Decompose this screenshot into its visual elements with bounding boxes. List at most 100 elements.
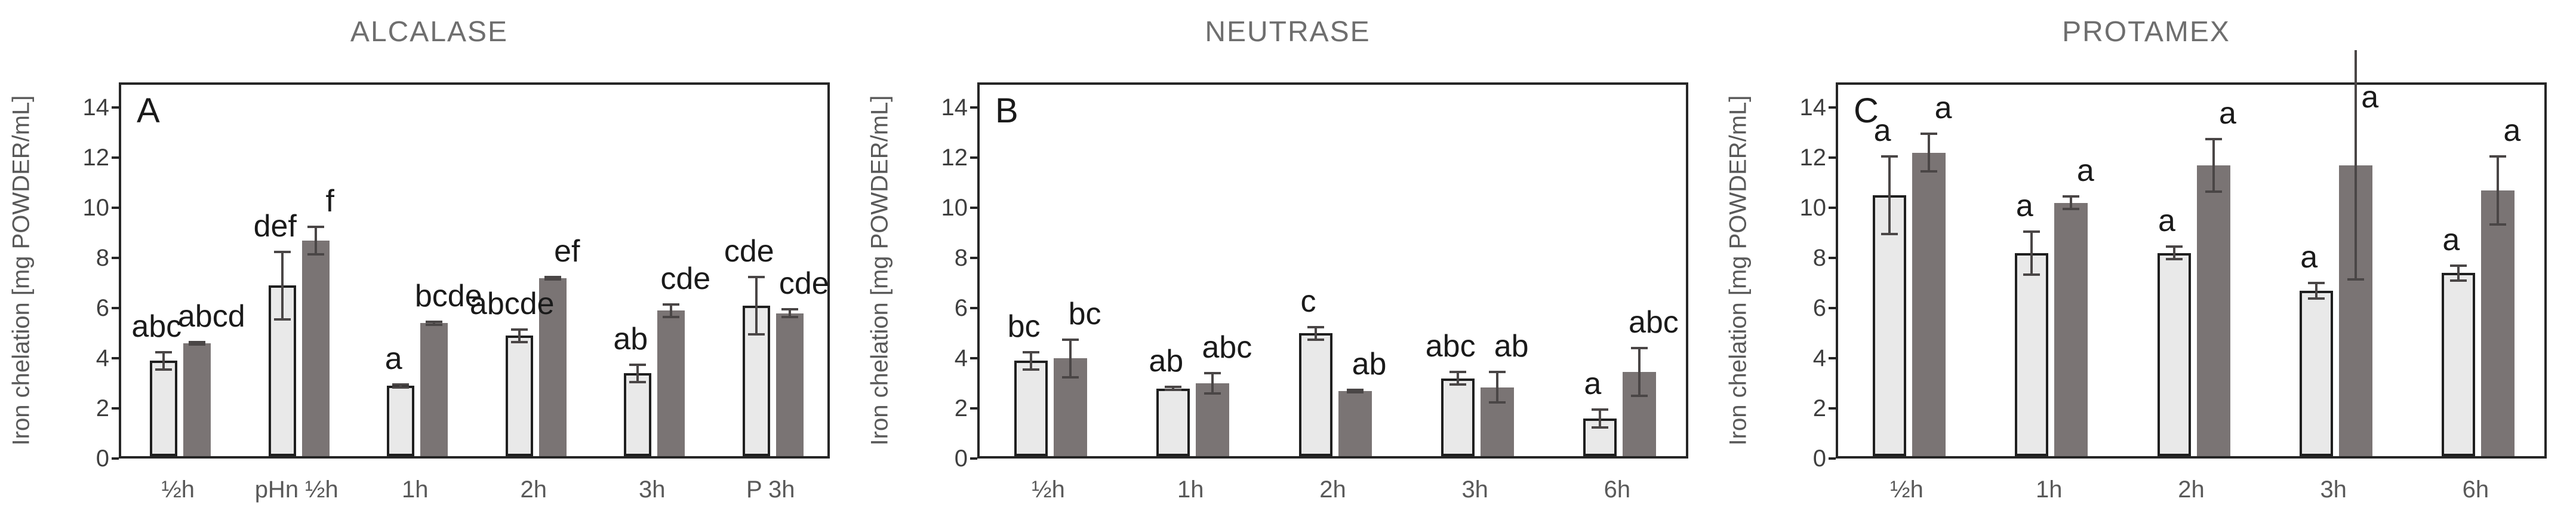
error-bar-cap-top xyxy=(1204,372,1221,375)
error-bar-cap-bottom xyxy=(1307,338,1324,341)
y-tick-mark xyxy=(1829,307,1836,309)
x-category-label: 3h xyxy=(2320,476,2347,503)
significance-label: cde xyxy=(660,261,711,296)
y-tick-mark xyxy=(970,106,977,109)
y-tick-mark xyxy=(1829,156,1836,159)
bar-dark xyxy=(2054,202,2088,456)
error-bar-cap-top xyxy=(747,275,765,278)
y-tick-label: 10 xyxy=(941,195,968,221)
y-tick-label: 14 xyxy=(941,94,968,121)
error-bar xyxy=(629,363,647,384)
significance-label: abcd xyxy=(177,299,245,334)
bar-light xyxy=(2015,253,2049,456)
error-bar xyxy=(1023,350,1040,371)
y-tick-mark xyxy=(970,156,977,159)
plot-area: B bc ab c abc a bc abc ab ab abc xyxy=(977,82,1688,459)
error-bar-line xyxy=(281,250,284,321)
bar-light xyxy=(742,306,770,456)
error-bar-cap-top xyxy=(1062,338,1079,341)
y-tick-mark xyxy=(1829,207,1836,209)
error-bar-line xyxy=(636,363,639,384)
significance-label: a xyxy=(2503,113,2521,148)
error-bar-cap-top xyxy=(1881,155,1898,158)
error-bar-cap-bottom xyxy=(273,318,291,321)
chart-panel-alcalase: ALCALASE Iron chelation [mg POWDER/mL] A… xyxy=(0,0,858,523)
bar-light xyxy=(1014,361,1048,456)
panel-letter: C xyxy=(1854,91,1879,130)
y-tick-label: 6 xyxy=(954,295,968,321)
error-bar-line xyxy=(1888,155,1891,236)
x-category-label: ½h xyxy=(161,476,195,503)
y-tick-label: 2 xyxy=(96,395,109,422)
y-tick-mark xyxy=(112,457,119,460)
error-bar-cap-top xyxy=(2205,137,2222,140)
error-bar xyxy=(392,383,410,389)
bar-dark xyxy=(1912,152,1946,456)
significance-label: abc xyxy=(131,309,182,344)
error-bar-cap-bottom xyxy=(1591,426,1608,429)
y-tick-label: 8 xyxy=(1812,245,1826,271)
error-bar-cap-bottom xyxy=(1449,383,1466,386)
error-bar-line xyxy=(1495,371,1498,404)
x-category-label: 2h xyxy=(520,476,547,503)
error-bar-cap-top xyxy=(1346,388,1364,391)
error-bar-cap-top xyxy=(155,350,173,353)
y-tick-label: 0 xyxy=(954,445,968,472)
x-category-label: pHn ½h xyxy=(254,476,338,503)
y-tick-mark xyxy=(970,207,977,209)
y-axis-title: Iron chelation [mg POWDER/mL] xyxy=(1725,95,1752,446)
y-tick-mark xyxy=(1829,457,1836,460)
significance-label: ab xyxy=(1149,344,1184,379)
error-bar-cap-bottom xyxy=(307,253,324,256)
y-tick-mark xyxy=(112,207,119,209)
error-bar-line xyxy=(1928,133,1931,173)
x-category-label: 3h xyxy=(639,476,666,503)
bar-dark xyxy=(775,313,804,456)
x-category-label: 3h xyxy=(1461,476,1488,503)
error-bar xyxy=(1062,338,1079,379)
x-category-label: 6h xyxy=(1604,476,1631,503)
error-bar xyxy=(2307,282,2325,300)
y-tick-label: 8 xyxy=(954,245,968,271)
plot-area: A abc def a abcde ab cde abcd f bcde ef cde cde xyxy=(119,82,830,459)
error-bar-line xyxy=(551,275,554,281)
y-axis-title: Iron chelation [mg POWDER/mL] xyxy=(8,95,35,446)
bar-light xyxy=(387,386,415,456)
error-bar xyxy=(1165,386,1182,391)
significance-label: a xyxy=(2219,96,2236,131)
error-bar-cap-bottom xyxy=(2205,190,2222,193)
error-bar xyxy=(1488,371,1506,404)
y-tick-label: 12 xyxy=(941,144,968,171)
error-bar-cap-bottom xyxy=(544,278,561,281)
x-category-label: 2h xyxy=(2178,476,2205,503)
error-bar-cap-top xyxy=(2307,282,2325,285)
error-bar-cap-bottom xyxy=(2489,223,2506,226)
y-tick-label: 10 xyxy=(1799,195,1827,221)
error-bar-cap-bottom xyxy=(1165,388,1182,391)
error-bar-line xyxy=(2030,230,2033,276)
error-bar xyxy=(2347,50,2364,281)
y-axis-title: Iron chelation [mg POWDER/mL] xyxy=(866,95,893,446)
y-tick-label: 4 xyxy=(954,345,968,371)
significance-label: a xyxy=(384,342,402,377)
bar-dark xyxy=(657,310,685,456)
y-tick-mark xyxy=(970,357,977,359)
error-bar-line xyxy=(1172,386,1175,391)
bar-light xyxy=(505,336,533,456)
error-bar-cap-bottom xyxy=(1204,392,1221,395)
x-category-label: 2h xyxy=(1319,476,1346,503)
error-bar-cap-bottom xyxy=(2023,273,2041,276)
bar-dark xyxy=(301,240,330,456)
y-tick-mark xyxy=(112,307,119,309)
error-bar-cap-top xyxy=(1591,408,1608,411)
error-bar-cap-bottom xyxy=(1921,170,1938,173)
error-bar-cap-top xyxy=(1449,371,1466,374)
y-tick-mark xyxy=(970,307,977,309)
error-bar-cap-top xyxy=(273,250,291,253)
significance-label: c xyxy=(1300,284,1316,319)
error-bar-cap-top xyxy=(544,275,561,278)
error-bar xyxy=(2205,137,2222,193)
bar-dark xyxy=(420,323,448,456)
significance-label: cde xyxy=(724,233,774,269)
bar-dark xyxy=(2196,165,2230,456)
